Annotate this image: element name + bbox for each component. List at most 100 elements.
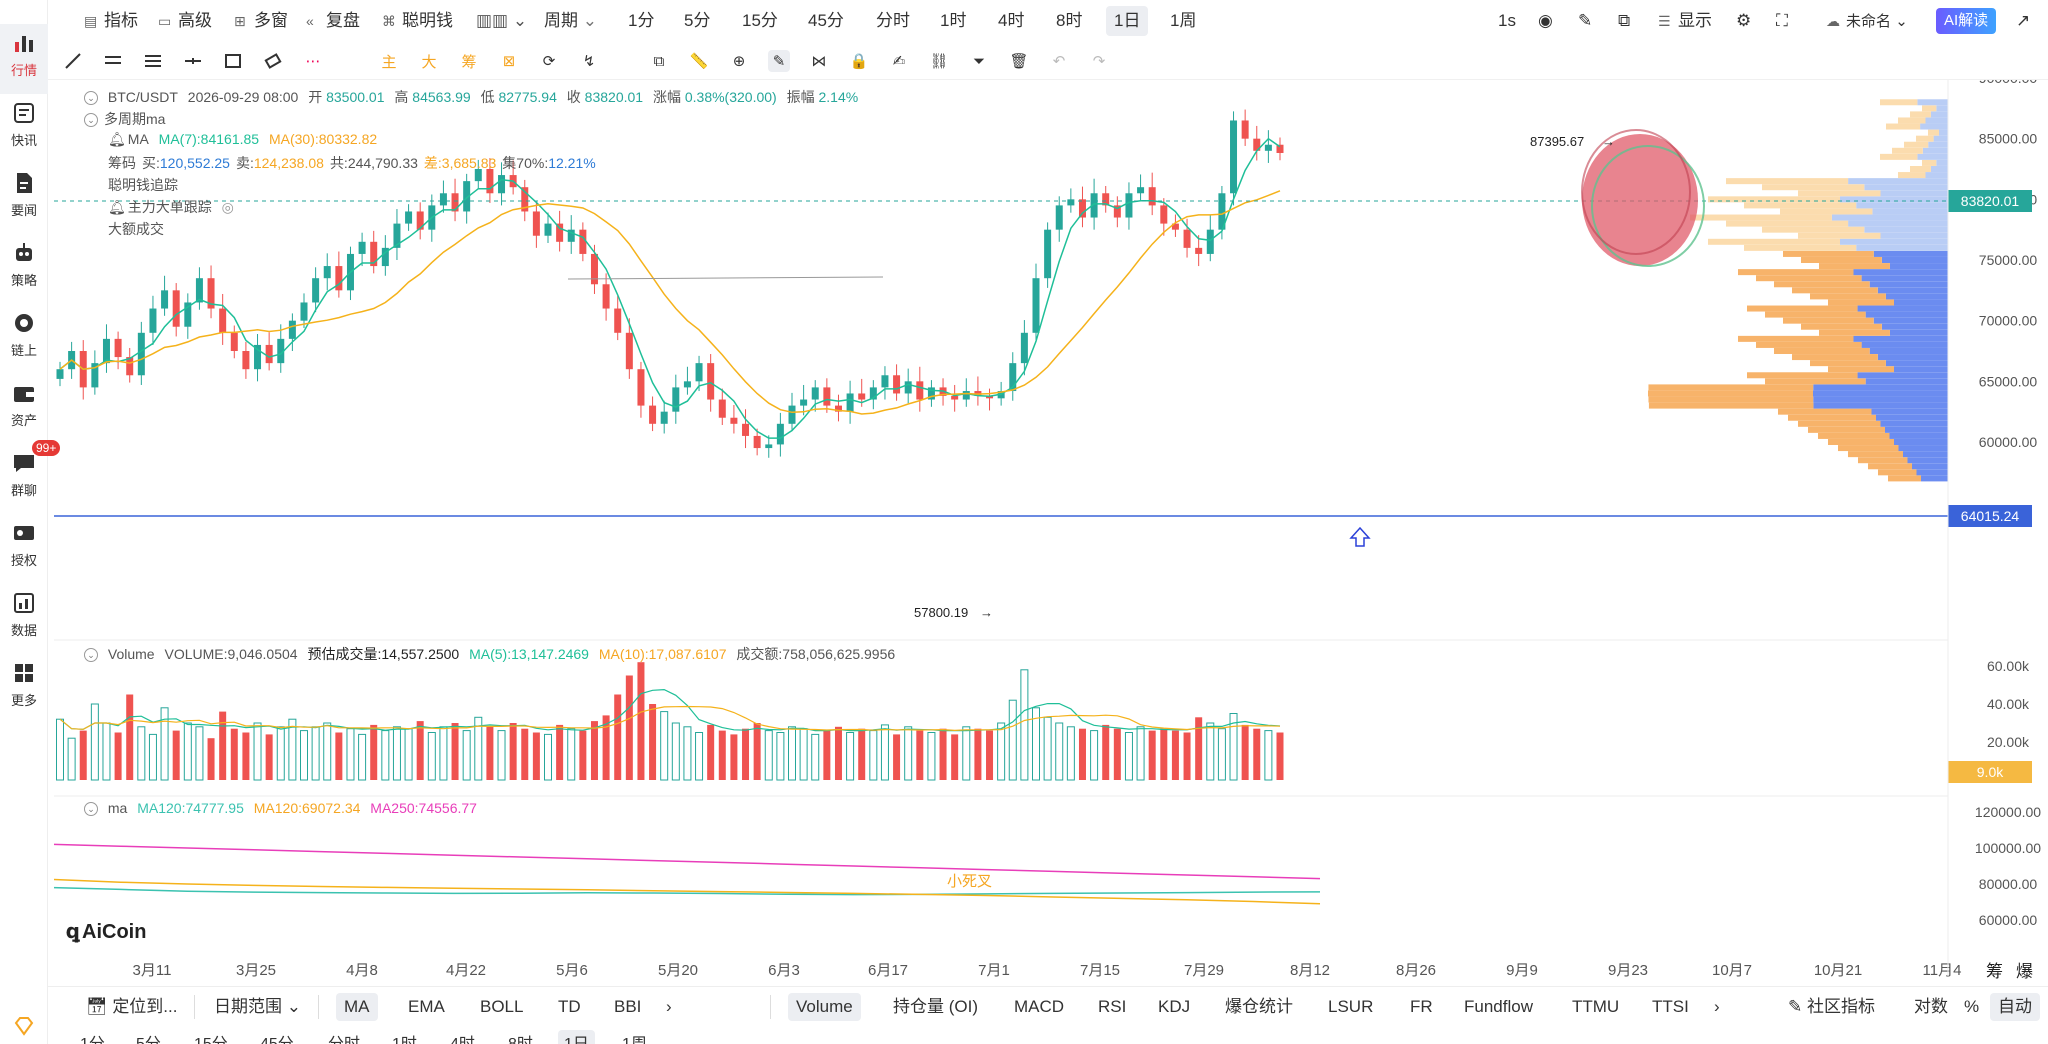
interval-45m[interactable]: 45分 <box>260 1030 294 1044</box>
trendline-tool-icon[interactable] <box>62 50 84 72</box>
interval-1d[interactable]: 1日 <box>1106 6 1149 36</box>
overlay-ema-tab[interactable]: EMA <box>408 997 445 1016</box>
eraser-tool-icon[interactable] <box>262 50 284 72</box>
interval-1m[interactable]: 1分 <box>628 11 655 30</box>
feedback-diamond-icon[interactable] <box>12 1014 36 1038</box>
interval-timeshare[interactable]: 分时 <box>328 1030 360 1044</box>
sub-fr-tab[interactable]: FR <box>1410 997 1433 1016</box>
ma-big-tool[interactable]: 大 <box>421 53 437 71</box>
sidebar-item-news[interactable]: 要闻 <box>0 164 48 234</box>
sub-kdj-tab[interactable]: KDJ <box>1158 997 1191 1016</box>
realtime-toggle[interactable]: 1s <box>1498 11 1516 30</box>
ma-chip-tool[interactable]: 筹 <box>461 53 477 71</box>
collapse-icon[interactable]: ⌄ <box>84 648 98 663</box>
interval-4h[interactable]: 4时 <box>998 11 1025 30</box>
interval-4h[interactable]: 4时 <box>450 1030 475 1044</box>
sidebar-item-auth[interactable]: 授权 <box>0 514 48 584</box>
fullscreen-icon[interactable]: ⛶ <box>1776 11 1788 30</box>
ruler-tool-icon[interactable]: 📏 <box>689 53 709 70</box>
sidebar-item-more[interactable]: 更多 <box>0 654 48 724</box>
interval-timeshare[interactable]: 分时 <box>876 11 910 30</box>
ma-chart-tool-icon[interactable]: ⊠ <box>502 53 516 70</box>
drawn-trend-line[interactable] <box>567 276 884 280</box>
chip-toggle[interactable]: 筹 <box>1986 962 2003 981</box>
log-scale-toggle[interactable]: 对数 <box>1914 997 1948 1016</box>
sub-oi-tab[interactable]: 持仓量 (OI) <box>893 997 978 1016</box>
period-dropdown[interactable]: 周期 ⌄ <box>544 0 597 42</box>
zoom-in-icon[interactable]: ⊕ <box>732 53 746 70</box>
sidebar-item-chat[interactable]: 99+ 群聊 <box>0 440 61 514</box>
community-indicators-button[interactable]: ✎ 社区指标 <box>1788 993 1875 1021</box>
overlay-boll-tab[interactable]: BOLL <box>480 997 524 1016</box>
bell-icon[interactable]: 🔔︎ <box>108 131 126 147</box>
channel-tool-icon[interactable] <box>142 50 164 72</box>
collapse-icon[interactable]: ⌄ <box>84 802 98 817</box>
interval-1h[interactable]: 1时 <box>392 1030 417 1044</box>
chart-area[interactable]: 90000.00 85000.00 80000.00 75000.00 70000.00… <box>48 80 2048 986</box>
locate-button[interactable]: 📅︎ 定位到... <box>86 993 177 1021</box>
layout-name-dropdown[interactable]: ☁ 未命名 ⌄ <box>1826 0 1908 42</box>
eye-hidden-icon[interactable]: ◎ <box>221 199 234 215</box>
interval-1d[interactable]: 1日 <box>558 1030 595 1044</box>
interval-15m[interactable]: 15分 <box>742 11 778 30</box>
display-button[interactable]: ☰ 显示 <box>1658 0 1712 42</box>
interval-1w[interactable]: 1周 <box>622 1030 647 1044</box>
more-tools-icon[interactable]: ⋯ <box>305 53 321 70</box>
sidebar-item-assets[interactable]: 资产 <box>0 374 48 444</box>
redo-icon[interactable]: ↷ <box>1092 53 1106 70</box>
interval-1m[interactable]: 1分 <box>80 1030 105 1044</box>
bell-icon[interactable]: 🔔︎ <box>108 199 126 215</box>
add-window-icon[interactable]: ⧉ <box>1618 11 1631 30</box>
sub-liquidation-tab[interactable]: 爆仓统计 <box>1225 997 1293 1016</box>
interval-5m[interactable]: 5分 <box>684 11 711 30</box>
edit-tool-icon[interactable]: ✍ <box>892 53 906 70</box>
sidebar-item-newsflash[interactable]: 快讯 <box>0 94 48 164</box>
overlay-bbi-tab[interactable]: BBI <box>614 997 642 1016</box>
sub-lsur-tab[interactable]: LSUR <box>1328 997 1374 1016</box>
sub-ttsi-tab[interactable]: TTSI <box>1652 997 1689 1016</box>
interval-45m[interactable]: 45分 <box>808 11 844 30</box>
filter-tool-icon[interactable]: ⏷ <box>972 52 985 70</box>
interval-1h[interactable]: 1时 <box>940 11 967 30</box>
pencil-icon[interactable]: ✎ <box>1578 11 1593 30</box>
collapse-icon[interactable]: ⌄ <box>84 91 98 106</box>
overlay-ma-tab[interactable]: MA <box>336 993 378 1021</box>
sidebar-item-data[interactable]: 数据 <box>0 584 48 654</box>
magnet-tool-icon[interactable]: ⋈ <box>811 53 827 70</box>
interval-15m[interactable]: 15分 <box>194 1030 228 1044</box>
collapse-icon[interactable]: ⌄ <box>84 113 98 128</box>
interval-5m[interactable]: 5分 <box>136 1030 161 1044</box>
horizontal-line-tool-icon[interactable] <box>182 50 204 72</box>
lock-tool-icon[interactable]: 🔒 <box>849 53 869 70</box>
sub-rsi-tab[interactable]: RSI <box>1098 997 1127 1016</box>
trash-icon[interactable]: 🗑 <box>1009 53 1029 70</box>
share-icon[interactable]: ↗ <box>2016 11 2031 30</box>
link-tool-icon[interactable]: ⛓ <box>929 53 949 70</box>
sub-fundflow-tab[interactable]: Fundflow <box>1464 997 1533 1016</box>
ai-interpret-button[interactable]: AI解读 <box>1936 8 1997 34</box>
burst-toggle[interactable]: 爆 <box>2016 962 2033 981</box>
sidebar-item-strategy[interactable]: 策略 <box>0 234 48 304</box>
brush-annotation[interactable] <box>1581 129 1705 267</box>
chart-type-dropdown[interactable]: ▥▥ ⌄ <box>476 0 527 42</box>
replay-button[interactable]: « 复盘 <box>306 0 360 42</box>
chevron-right-icon[interactable]: › <box>666 997 672 1016</box>
camera-icon[interactable]: ◉ <box>1538 11 1553 30</box>
sub-ttmu-tab[interactable]: TTMU <box>1572 997 1620 1016</box>
refresh-tool-icon[interactable]: ⟳ <box>542 53 556 70</box>
brush-tool-icon[interactable]: ✎ <box>768 50 790 72</box>
multi-window-button[interactable]: ⊞ 多窗 <box>234 0 288 42</box>
overlay-td-tab[interactable]: TD <box>558 997 581 1016</box>
auto-scale-toggle[interactable]: 自动 <box>1990 993 2040 1021</box>
interval-8h[interactable]: 8时 <box>1056 11 1083 30</box>
indicators-button[interactable]: ▤ 指标 <box>84 0 138 42</box>
undo-icon[interactable]: ↶ <box>1052 53 1066 70</box>
sub-macd-tab[interactable]: MACD <box>1014 997 1065 1016</box>
signal-tool-icon[interactable]: ↯ <box>582 53 596 70</box>
date-range-dropdown[interactable]: 日期范围 ⌄ <box>214 993 301 1021</box>
percent-scale-toggle[interactable]: % <box>1964 997 1980 1016</box>
smart-money-button[interactable]: ⌘ 聪明钱 <box>382 0 453 42</box>
sidebar-item-market[interactable]: 行情 <box>0 24 48 94</box>
interval-8h[interactable]: 8时 <box>508 1030 533 1044</box>
chevron-right-icon[interactable]: › <box>1714 997 1720 1016</box>
